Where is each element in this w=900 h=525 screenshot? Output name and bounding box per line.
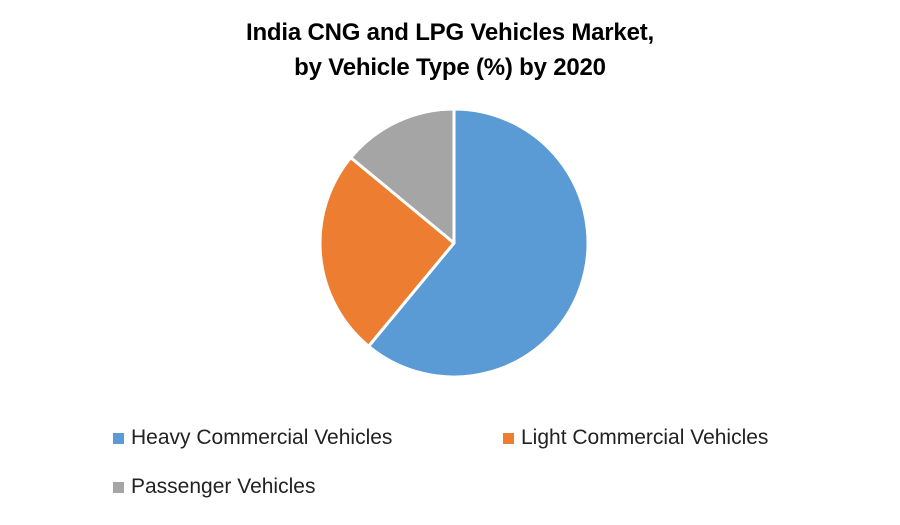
chart-title-line-2: by Vehicle Type (%) by 2020 (294, 54, 606, 81)
pie-slice-passenger-vehicles (349, 107, 456, 245)
legend-label-passenger-vehicles: Passenger Vehicles (131, 475, 316, 498)
legend-label-heavy-commercial-vehicles: Heavy Commercial Vehicles (131, 426, 393, 449)
legend-item-heavy-commercial-vehicles: Heavy Commercial Vehicles (113, 424, 392, 452)
legend-label-light-commercial-vehicles: Light Commercial Vehicles (521, 426, 769, 449)
legend-swatch-light-commercial-vehicles (503, 432, 514, 444)
legend-item-light-commercial-vehicles: Light Commercial Vehicles (503, 424, 768, 452)
legend-item-passenger-vehicles: Passenger Vehicles (113, 473, 315, 501)
pie-slice-heavy-commercial-vehicles (367, 107, 590, 379)
pie-slices (318, 107, 590, 379)
chart-title-line-1: India CNG and LPG Vehicles Market, (246, 19, 654, 46)
legend-swatch-heavy-commercial-vehicles (113, 432, 124, 444)
pie-slice-light-commercial-vehicles (318, 156, 456, 348)
legend-swatch-passenger-vehicles (113, 481, 124, 493)
